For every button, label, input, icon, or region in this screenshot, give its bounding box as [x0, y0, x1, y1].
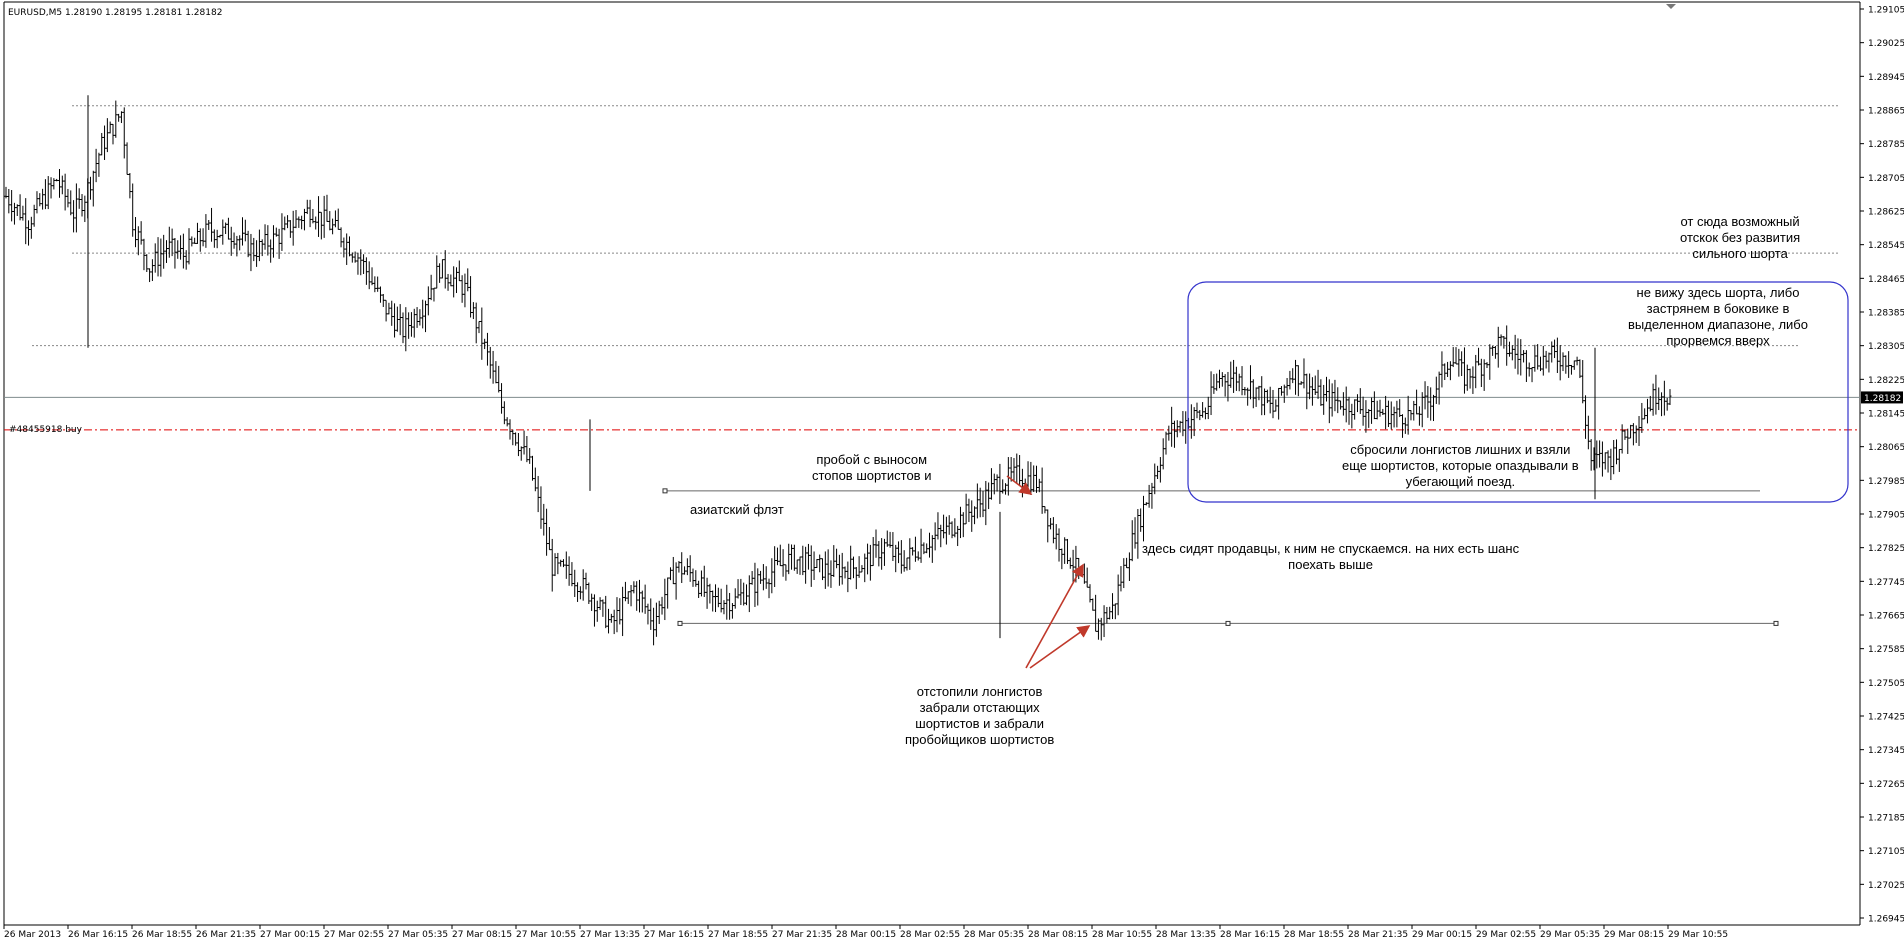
- y-tick-label: 1.27585: [1868, 645, 1904, 655]
- time-axis-labels: 26 Mar 2013 26 Mar 16:15 26 Mar 18:55 26 Ma…: [3, 925, 1728, 940]
- current-price-tag: [1861, 391, 1903, 404]
- trendline-handle: [1773, 620, 1779, 626]
- annotation-breakout: пробой с выносом стопов шортистов и: [812, 452, 932, 483]
- y-tick-label: 1.27185: [1868, 814, 1904, 824]
- x-tick-label: 26 Mar 21:35: [196, 930, 256, 940]
- x-tick-label: 27 Mar 18:55: [708, 930, 768, 940]
- y-tick-label: 1.28625: [1868, 208, 1904, 218]
- y-tick-label: 1.27025: [1868, 881, 1904, 891]
- x-tick-label: 26 Mar 18:55: [132, 930, 192, 940]
- x-tick-label: 28 Mar 08:15: [1028, 930, 1088, 940]
- arrow: [1025, 563, 1084, 669]
- x-tick-label: 27 Mar 16:15: [644, 930, 704, 940]
- x-tick-label: 26 Mar 2013: [4, 930, 61, 940]
- y-tick-label: 1.28785: [1868, 140, 1904, 150]
- y-tick-label: 1.29025: [1868, 39, 1904, 49]
- y-tick-label: 1.27265: [1868, 780, 1904, 790]
- x-tick-label: 27 Mar 05:35: [388, 930, 448, 940]
- annotation-bounce: от сюда возможный отскок без развития си…: [1680, 214, 1801, 261]
- annotation-reset-longs: сбросили лонгистов лишних и взяли еще шо…: [1342, 442, 1579, 489]
- x-tick-label: 28 Mar 02:55: [900, 930, 960, 940]
- y-tick-label: 1.28305: [1868, 342, 1904, 352]
- y-tick-label: 1.28385: [1868, 309, 1904, 319]
- chart-title: EURUSD,M5 1.28190 1.28195 1.28181 1.2818…: [8, 8, 222, 18]
- annotation-stopped-out: отстопили лонгистов забрали отстающих шо…: [905, 684, 1055, 747]
- x-tick-label: 26 Mar 16:15: [68, 930, 128, 940]
- annotation-sellers: здесь сидят продавцы, к ним не спускаемс…: [1142, 541, 1520, 572]
- x-tick-label: 28 Mar 16:15: [1220, 930, 1280, 940]
- x-tick-label: 28 Mar 05:35: [964, 930, 1024, 940]
- y-tick-label: 1.28545: [1868, 241, 1904, 251]
- price-axis-labels: 1.29105 1.29025 1.28945 1.28865 1.28785 1.287…: [1860, 6, 1904, 925]
- x-tick-label: 28 Mar 00:15: [836, 930, 896, 940]
- y-tick-label: 1.27905: [1868, 511, 1904, 521]
- y-tick-label: 1.28225: [1868, 376, 1904, 386]
- x-tick-label: 29 Mar 02:55: [1476, 930, 1536, 940]
- y-tick-label: 1.29105: [1868, 6, 1904, 16]
- trendline-handle: [677, 620, 683, 626]
- x-tick-label: 29 Mar 10:55: [1668, 930, 1728, 940]
- shift-marker-icon: [1666, 4, 1676, 9]
- trendline-handle: [1225, 620, 1231, 626]
- x-tick-label: 28 Mar 21:35: [1348, 930, 1408, 940]
- y-tick-label: 1.27505: [1868, 679, 1904, 689]
- y-tick-label: 1.28705: [1868, 174, 1904, 184]
- x-tick-label: 27 Mar 00:15: [260, 930, 320, 940]
- y-tick-label: 1.28065: [1868, 443, 1904, 453]
- range-box: [1187, 281, 1849, 503]
- x-tick-label: 28 Mar 13:35: [1156, 930, 1216, 940]
- y-tick-label: 1.27665: [1868, 612, 1904, 622]
- arrow: [1006, 475, 1033, 495]
- y-tick-label: 1.28145: [1868, 410, 1904, 420]
- x-tick-label: 29 Mar 05:35: [1540, 930, 1600, 940]
- y-tick-label: 1.27105: [1868, 847, 1904, 857]
- price-bars: [4, 95, 1672, 646]
- drawn-objects: 1.28182: [1006, 281, 1903, 669]
- level-lines: [4, 105, 1860, 626]
- annotation-no-short: не вижу здесь шорта, либо застрянем в бо…: [1628, 285, 1808, 348]
- y-tick-label: 1.27985: [1868, 477, 1904, 487]
- trendline-handle: [662, 488, 668, 494]
- x-tick-label: 28 Mar 18:55: [1284, 930, 1344, 940]
- x-tick-label: 27 Mar 02:55: [324, 930, 384, 940]
- x-tick-label: 27 Mar 13:35: [580, 930, 640, 940]
- x-tick-label: 27 Mar 10:55: [516, 930, 576, 940]
- y-tick-label: 1.28865: [1868, 107, 1904, 117]
- y-tick-label: 1.27825: [1868, 544, 1904, 554]
- y-tick-label: 1.26945: [1868, 915, 1904, 925]
- arrow: [1029, 625, 1091, 669]
- y-tick-label: 1.27425: [1868, 713, 1904, 723]
- x-tick-label: 27 Mar 08:15: [452, 930, 512, 940]
- annotation-asian-flat: азиатский флэт: [690, 502, 784, 517]
- y-tick-label: 1.28465: [1868, 275, 1904, 285]
- y-tick-label: 1.27745: [1868, 578, 1904, 588]
- y-tick-label: 1.28945: [1868, 73, 1904, 83]
- current-price-label: 1.28182: [1864, 394, 1901, 404]
- y-tick-label: 1.27345: [1868, 746, 1904, 756]
- x-tick-label: 29 Mar 00:15: [1412, 930, 1472, 940]
- order-line-label: #48455918 buy: [9, 425, 83, 435]
- x-tick-label: 27 Mar 21:35: [772, 930, 832, 940]
- x-tick-label: 28 Mar 10:55: [1092, 930, 1152, 940]
- x-tick-label: 29 Mar 08:15: [1604, 930, 1664, 940]
